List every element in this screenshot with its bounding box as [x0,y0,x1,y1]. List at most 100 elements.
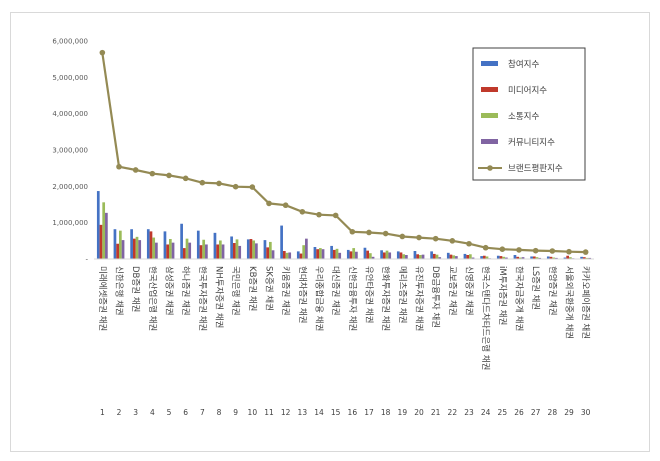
bar-2-11 [266,247,269,259]
bar-4-6 [188,242,192,259]
bar-3-28 [552,257,556,259]
bar-2-8 [216,244,219,259]
x-category-label: 유진투자증권 채권 [414,266,425,331]
bar-4-1 [105,212,108,259]
line-point-23 [466,240,472,247]
bar-1-19 [396,251,400,259]
line-point-5 [166,172,172,179]
x-rank-label: 10 [248,408,258,417]
line-point-20 [416,234,422,241]
bar-2-13 [299,253,303,259]
x-rank-label: 1 [100,408,105,417]
bar-3-3 [135,236,139,259]
x-category-label: 신한은행 채권 [114,266,125,316]
bar-3-29 [569,257,572,259]
bar-1-15 [330,245,333,259]
x-rank-label: 3 [133,408,138,417]
bar-1-23 [463,253,467,259]
bar-4-23 [471,257,475,259]
bar-2-20 [416,254,419,259]
bar-2-30 [582,257,586,259]
bar-1-7 [196,230,200,259]
line-point-14 [316,211,322,218]
bar-4-12 [288,252,292,259]
x-category-label: 키움증권 채권 [280,266,291,316]
x-rank-label: 4 [150,408,155,417]
line-point-9 [232,183,239,190]
x-category-label: DB금융투자 채권 [430,266,441,328]
bar-4-4 [155,242,158,259]
x-category-label: 카카오페이증권 채권 [580,266,591,339]
bar-1-13 [296,251,300,259]
x-rank-label: 20 [414,408,424,417]
x-category-label: DB증권 채권 [130,266,141,312]
x-rank-label: 27 [531,408,541,417]
bar-3-18 [385,250,389,259]
bar-4-13 [305,238,308,259]
x-rank-label: 2 [117,408,122,417]
bar-1-6 [180,223,183,259]
line-point-29 [566,248,572,255]
bar-4-16 [355,251,358,259]
x-rank-label: 9 [233,408,238,417]
x-rank-label: 8 [217,408,222,417]
bar-2-5 [166,244,169,259]
bar-4-10 [255,243,258,259]
x-rank-label: 13 [298,408,308,417]
bar-2-4 [149,231,153,259]
x-rank-label: 25 [498,408,508,417]
line-point-10 [249,184,256,190]
bar-2-3 [132,238,136,259]
legend-label-1: 참여지수 [508,59,539,70]
bar-4-14 [321,249,325,259]
x-category-label: LS증권 채권 [530,266,541,310]
bar-3-26 [519,257,522,259]
bar-2-21 [432,253,436,259]
bar-1-18 [380,250,383,259]
bar-3-25 [502,256,506,259]
bar-4-21 [438,257,442,259]
y-tick-label: 2,000,000 [52,183,88,191]
x-category-label: 한양증권 채권 [547,266,558,316]
x-category-label: KB증권 채권 [247,266,258,311]
line-point-1 [99,49,106,56]
bar-1-20 [413,251,417,259]
x-category-label: 현대차증권 채권 [297,266,308,323]
x-rank-label: 19 [398,408,408,417]
bar-4-15 [338,252,342,259]
bar-1-24 [480,256,483,259]
bar-2-14 [316,249,319,259]
bar-3-2 [119,230,122,259]
legend-swatch-3 [481,113,498,118]
bar-3-10 [252,240,256,259]
bar-2-22 [449,254,453,259]
x-category-label: 한국산업은행 채권 [147,266,158,331]
line-point-4 [149,170,156,177]
x-category-label: 한국자금중개 채권 [514,266,525,331]
bar-1-22 [446,252,450,259]
bar-1-26 [513,255,517,259]
line-point-28 [549,248,556,254]
x-rank-label: 6 [183,408,188,417]
bar-3-21 [435,254,439,259]
bar-3-9 [235,239,239,259]
line-point-18 [382,230,389,237]
line-point-24 [482,244,489,251]
bar-3-15 [335,248,339,259]
legend-label-5: 브랜드평판지수 [508,163,563,174]
line-point-30 [582,249,589,255]
bar-2-15 [332,249,336,259]
bar-3-13 [302,245,306,259]
bar-3-12 [285,252,289,259]
x-rank-label: 7 [200,408,205,417]
x-rank-label: 5 [167,408,172,417]
legend-label-4: 커뮤니티지수 [508,137,555,148]
bar-1-28 [546,256,550,259]
line-point-19 [399,233,406,240]
bar-1-17 [363,247,367,259]
y-tick-label: 6,000,000 [52,38,88,46]
bar-1-27 [530,256,533,259]
bar-1-21 [430,251,433,259]
bar-1-11 [263,240,267,259]
bar-2-19 [399,252,403,259]
